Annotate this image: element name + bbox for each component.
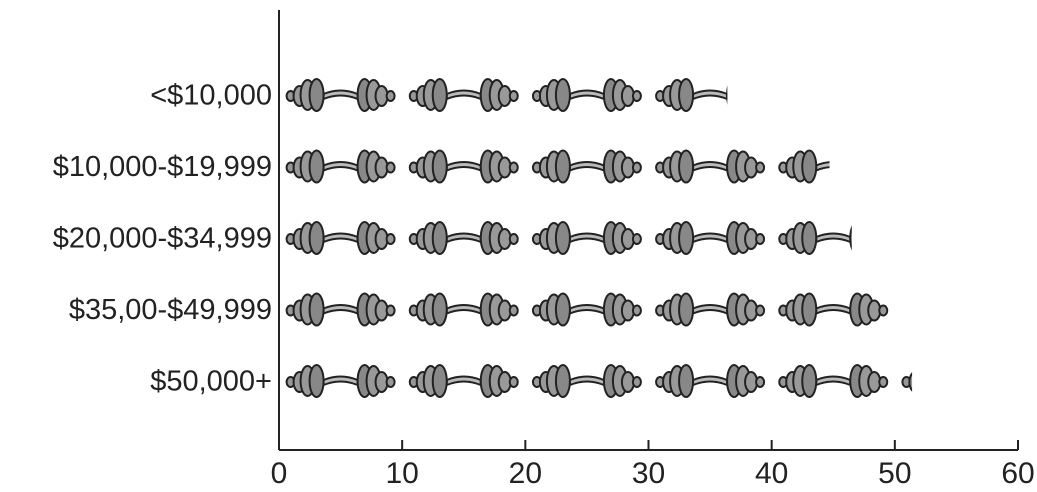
y-tick-label: $35,00-$49,999	[69, 294, 272, 326]
dumbbell-icon	[287, 222, 395, 254]
y-tick-label: <$10,000	[150, 80, 272, 112]
x-tick-label: 40	[755, 457, 788, 490]
dumbbell-icon	[779, 151, 887, 183]
x-tick-label: 20	[509, 457, 542, 490]
dumbbell-icon	[656, 79, 764, 111]
dumbbell-icon	[533, 151, 641, 183]
x-tick-label: 30	[632, 457, 665, 490]
dumbbell-icon	[656, 294, 764, 326]
dumbbell-icon	[410, 151, 518, 183]
dumbbell-icon	[410, 222, 518, 254]
dumbbell-icon	[287, 365, 395, 397]
x-tick-label: 60	[1001, 457, 1034, 490]
dumbbell-icon	[779, 222, 887, 254]
x-tick-label: 10	[385, 457, 418, 490]
dumbbell-icon	[533, 365, 641, 397]
dumbbell-icon	[779, 365, 887, 397]
chart: 0 10 20 30 40 50 60 <$10,000 $10,000-$19,999 $20,…	[0, 0, 1037, 492]
dumbbell-icon	[656, 365, 764, 397]
dumbbell-icon	[410, 294, 518, 326]
pictograph-bar	[287, 294, 888, 326]
dumbbell-icon	[287, 294, 395, 326]
y-tick-label: $10,000-$19,999	[53, 151, 272, 183]
dumbbell-icon	[287, 151, 395, 183]
dumbbell-icon	[533, 222, 641, 254]
dumbbell-icon	[656, 222, 764, 254]
dumbbell-icon	[410, 365, 518, 397]
dumbbell-icon	[656, 151, 764, 183]
dumbbell-icon	[287, 79, 395, 111]
dumbbell-icon	[410, 79, 518, 111]
pictograph-bar	[287, 365, 1011, 397]
pictograph-bar	[287, 222, 888, 254]
y-tick-label: $50,000+	[150, 366, 272, 398]
dumbbell-icon	[902, 365, 1010, 397]
x-tick-label: 0	[271, 457, 288, 490]
pictograph-bar	[287, 151, 888, 183]
pictograph-bar	[287, 79, 765, 111]
dumbbell-icon	[533, 79, 641, 111]
dumbbell-icon	[779, 294, 887, 326]
dumbbell-icon	[533, 294, 641, 326]
x-tick-label: 50	[878, 457, 911, 490]
y-tick-label: $20,000-$34,999	[53, 223, 272, 255]
